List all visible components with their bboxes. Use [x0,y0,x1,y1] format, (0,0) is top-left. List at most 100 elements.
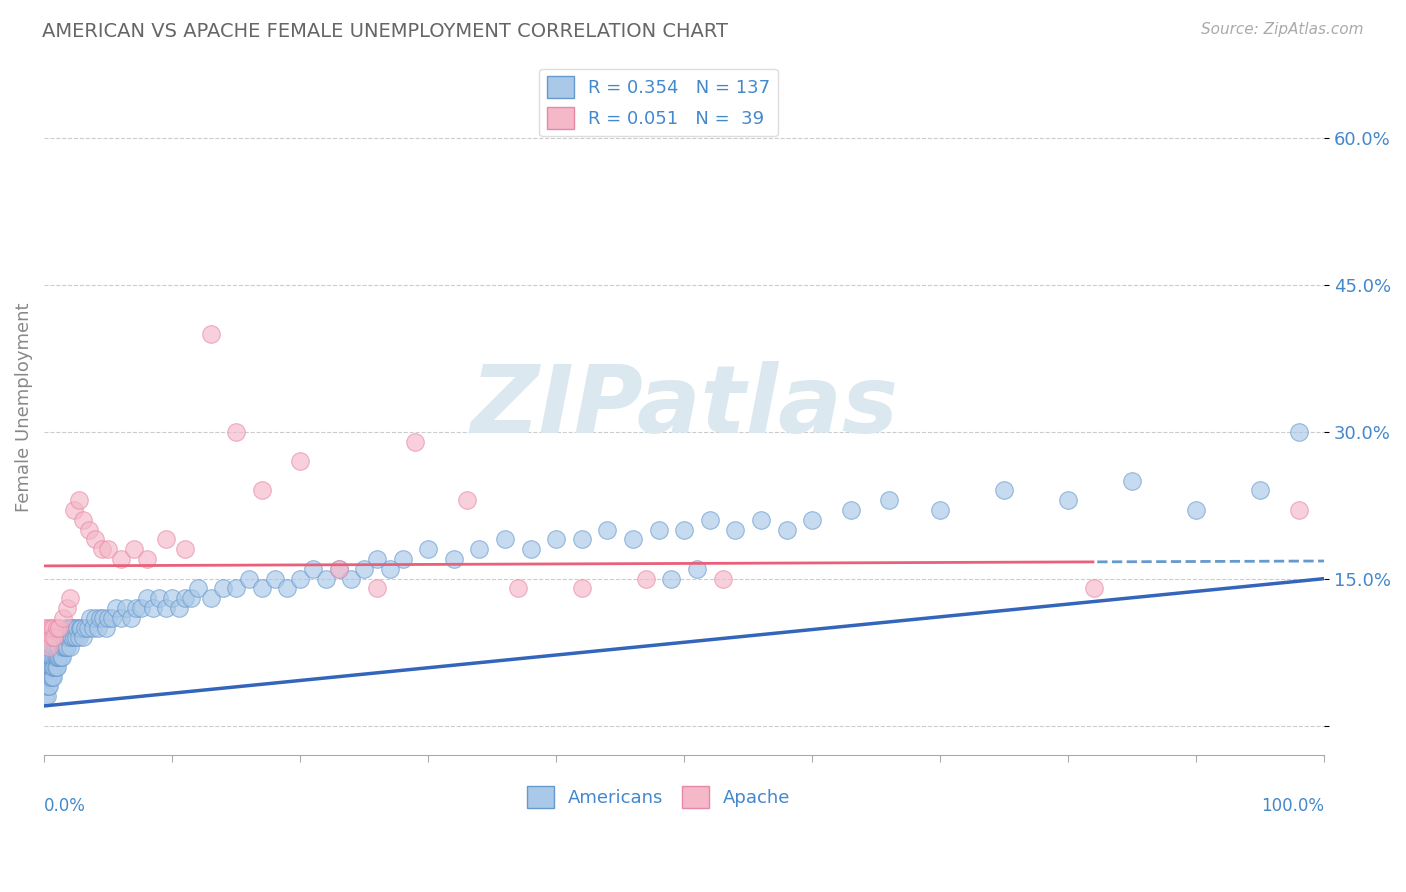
Point [46,640,69,655]
Point [200,326,222,341]
Point [58,631,80,645]
Point [45,621,67,635]
Point [366,582,388,596]
Point [263,572,285,586]
Point [494,533,516,547]
Point [142,601,165,615]
Point [801,513,824,527]
Point [110,552,132,566]
Point [70,621,93,635]
Point [53,640,76,655]
Text: AMERICAN VS APACHE FEMALE UNEMPLOYMENT CORRELATION CHART: AMERICAN VS APACHE FEMALE UNEMPLOYMENT C… [42,22,728,41]
Point [41,650,63,665]
Point [302,562,325,576]
Point [65,631,87,645]
Point [110,611,132,625]
Point [596,523,619,537]
Point [97,542,120,557]
Point [59,621,82,635]
Point [41,631,63,645]
Point [125,601,148,615]
Point [212,582,235,596]
Point [366,552,388,566]
Point [571,533,593,547]
Point [35,669,58,683]
Point [328,562,350,576]
Point [37,621,59,635]
Point [148,591,170,606]
Point [67,631,90,645]
Point [84,611,107,625]
Point [167,601,190,615]
Point [45,650,67,665]
Point [546,533,568,547]
Point [72,513,94,527]
Point [84,533,107,547]
Point [673,523,696,537]
Legend: Americans, Apache: Americans, Apache [519,779,797,815]
Point [839,503,862,517]
Point [48,621,70,635]
Point [135,591,157,606]
Point [155,601,177,615]
Point [621,533,644,547]
Text: ZIPatlas: ZIPatlas [470,361,898,453]
Point [443,552,465,566]
Point [69,621,91,635]
Point [38,659,60,673]
Point [250,582,273,596]
Point [82,621,104,635]
Point [155,533,177,547]
Point [53,631,76,645]
Point [187,582,209,596]
Point [37,659,59,673]
Point [42,621,65,635]
Point [1288,425,1310,439]
Point [60,631,83,645]
Point [42,640,65,655]
Point [34,679,56,693]
Point [56,601,79,615]
Point [46,650,69,665]
Point [48,650,70,665]
Point [468,542,491,557]
Point [56,640,79,655]
Point [45,659,67,673]
Point [62,631,84,645]
Point [647,523,669,537]
Point [877,493,900,508]
Point [87,621,110,635]
Point [89,611,111,625]
Point [52,631,75,645]
Point [39,669,62,683]
Point [315,572,337,586]
Point [67,493,90,508]
Point [35,631,58,645]
Point [44,659,66,673]
Point [225,582,247,596]
Point [55,621,77,635]
Text: 0.0%: 0.0% [44,797,86,814]
Point [94,621,117,635]
Point [1249,483,1271,498]
Point [659,572,682,586]
Point [66,621,89,635]
Point [276,582,298,596]
Point [135,552,157,566]
Point [174,591,197,606]
Point [35,689,58,703]
Point [45,631,67,645]
Point [39,659,62,673]
Point [34,689,56,703]
Point [60,621,83,635]
Point [59,640,82,655]
Point [38,650,60,665]
Point [41,659,63,673]
Point [45,640,67,655]
Point [55,640,77,655]
Point [45,659,67,673]
Point [44,640,66,655]
Point [1288,503,1310,517]
Point [38,640,60,655]
Point [131,601,153,615]
